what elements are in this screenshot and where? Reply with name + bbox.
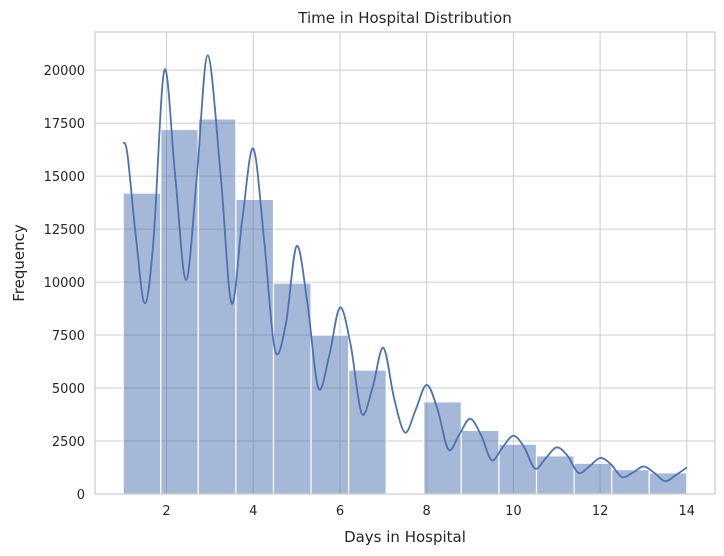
histogram-bar [348, 369, 387, 495]
y-tick-label: 17500 [44, 117, 85, 132]
kde-curve [122, 54, 688, 483]
y-tick-label: 5000 [52, 382, 85, 397]
x-tick-label: 14 [679, 504, 696, 519]
histogram-bar [272, 282, 312, 495]
y-tick-label: 0 [77, 488, 85, 503]
histogram-bars [122, 118, 688, 495]
x-tick-label: 8 [423, 504, 431, 519]
histogram-bar [498, 443, 538, 495]
y-tick-label: 15000 [44, 170, 85, 185]
histogram-bar [160, 128, 199, 495]
y-tick-label: 2500 [52, 435, 85, 450]
x-tick-label: 6 [336, 504, 344, 519]
y-tick-label: 20000 [44, 64, 85, 79]
chart-title: Time in Hospital Distribution [297, 9, 511, 27]
histogram-bar [573, 462, 613, 495]
histogram-bar [423, 401, 462, 495]
x-tick-label: 2 [162, 504, 170, 519]
histogram-bar [122, 192, 162, 495]
histogram-bar [235, 198, 275, 495]
x-axis-label: Days in Hospital [344, 528, 466, 546]
histogram-bar [197, 118, 237, 495]
x-tick-label: 12 [592, 504, 609, 519]
histogram-bar [310, 334, 350, 495]
plot-frame [94, 31, 716, 495]
y-tick-label: 10000 [44, 276, 85, 291]
y-tick-label: 12500 [44, 223, 85, 238]
tick-labels: 0 2500 5000 7500 10000 12500 15000 17500 20000 2 4… [44, 64, 695, 519]
histogram-bar [648, 472, 688, 495]
histogram-bar [460, 429, 500, 495]
x-tick-label: 4 [249, 504, 257, 519]
y-axis-label: Frequency [10, 224, 28, 302]
x-tick-label: 10 [505, 504, 522, 519]
y-tick-label: 7500 [52, 329, 85, 344]
